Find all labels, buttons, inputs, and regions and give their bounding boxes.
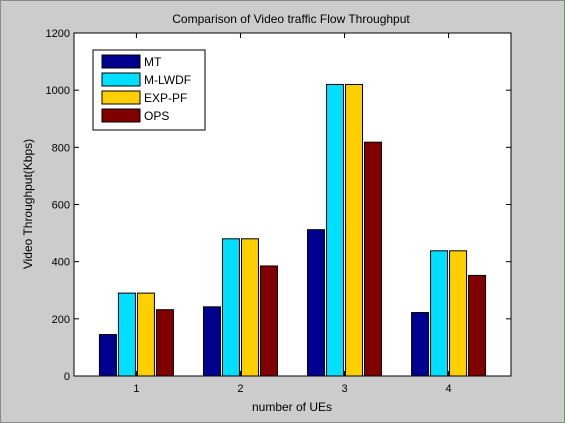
bar-ops-4 <box>468 274 487 377</box>
x-tick-label: 3 <box>341 383 347 395</box>
legend: MT M-LWDF EXP-PF OPS <box>92 49 206 131</box>
y-tick-label: 0 <box>64 371 70 383</box>
y-tick-label: 400 <box>52 257 70 269</box>
axes-group: 0 200 400 600 800 1000 1200 1 2 3 4 <box>46 28 511 395</box>
x-tick-label: 4 <box>446 383 452 395</box>
y-tick-label: 200 <box>52 314 70 326</box>
legend-swatch-ops <box>101 108 141 123</box>
bar-exp-pf-3 <box>345 83 364 377</box>
bar-exp-pf-1 <box>136 292 155 377</box>
bar-ops-2 <box>259 265 278 377</box>
bar-ops-3 <box>364 141 383 377</box>
bar-mt-1 <box>98 334 117 377</box>
bar-exp-pf-4 <box>449 250 468 377</box>
legend-label-m-lwdf: M-LWDF <box>144 73 191 87</box>
y-tick-label: 800 <box>52 142 70 154</box>
y-tick-label: 1200 <box>46 28 70 40</box>
y-tick-label: 1000 <box>46 85 70 97</box>
y-tick-label: 600 <box>52 200 70 212</box>
x-tick-label: 1 <box>133 383 139 395</box>
chart-title: Comparison of Video traffic Flow Through… <box>172 12 410 26</box>
bar-mt-4 <box>411 312 430 377</box>
x-axis-label: number of UEs <box>252 400 332 414</box>
bars-group <box>98 83 487 377</box>
legend-swatch-exp-pf <box>101 90 141 105</box>
legend-swatch-mt <box>101 54 141 69</box>
bar-exp-pf-2 <box>240 238 259 377</box>
bar-mt-3 <box>307 229 326 377</box>
bar-m-lwdf-1 <box>117 292 136 377</box>
bar-m-lwdf-4 <box>430 250 449 377</box>
legend-label-exp-pf: EXP-PF <box>144 91 187 105</box>
bar-ops-1 <box>155 309 174 377</box>
y-axis-label: Video Throughput(Kbps) <box>21 139 35 269</box>
bar-mt-2 <box>202 306 221 377</box>
legend-swatch-m-lwdf <box>101 72 141 87</box>
bar-m-lwdf-3 <box>326 83 345 377</box>
x-tick-label: 2 <box>237 383 243 395</box>
bar-m-lwdf-2 <box>221 238 240 377</box>
legend-label-mt: MT <box>144 55 162 69</box>
legend-label-ops: OPS <box>144 109 169 123</box>
